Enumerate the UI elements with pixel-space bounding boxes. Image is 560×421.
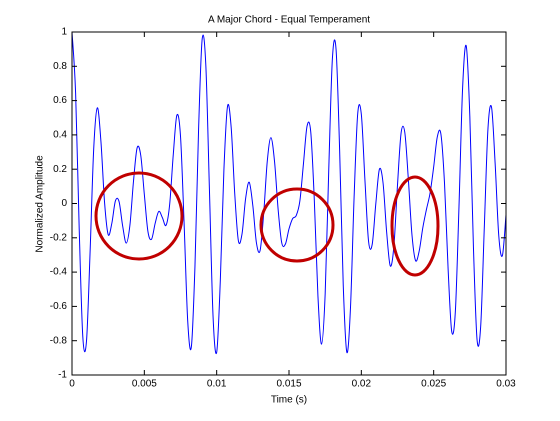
x-tick-label: 0.015	[276, 379, 301, 390]
y-tick-label: -1	[58, 370, 67, 381]
chart-title: A Major Chord - Equal Temperament	[208, 15, 370, 26]
x-tick-label: 0	[69, 379, 75, 390]
y-tick-label: 0.2	[53, 164, 67, 175]
y-tick-label: -0.4	[50, 267, 68, 278]
highlight-ellipse	[390, 175, 440, 277]
plot-area	[71, 31, 507, 355]
x-tick-label: 0.025	[421, 379, 446, 390]
y-tick-label: -0.2	[50, 232, 68, 243]
highlight-circle	[259, 187, 335, 263]
y-tick-label: -0.6	[50, 301, 68, 312]
x-axis-label: Time (s)	[271, 395, 307, 406]
waveform-line	[71, 31, 507, 355]
x-tick-label: 0.01	[207, 379, 227, 390]
y-tick-label: 0.4	[53, 130, 67, 141]
y-tick-label: -0.8	[50, 335, 68, 346]
x-tick-label: 0.005	[132, 379, 157, 390]
y-tick-label: 0.6	[53, 95, 67, 106]
highlight-circle	[94, 171, 184, 261]
y-axis-label: Normalized Amplitude	[35, 155, 46, 253]
y-tick-label: 0	[61, 198, 67, 209]
x-tick-label: 0.03	[496, 379, 516, 390]
y-tick-label: 1	[61, 27, 67, 38]
x-tick-label: 0.02	[352, 379, 372, 390]
annotations	[94, 171, 440, 277]
y-tick-label: 0.8	[53, 61, 67, 72]
